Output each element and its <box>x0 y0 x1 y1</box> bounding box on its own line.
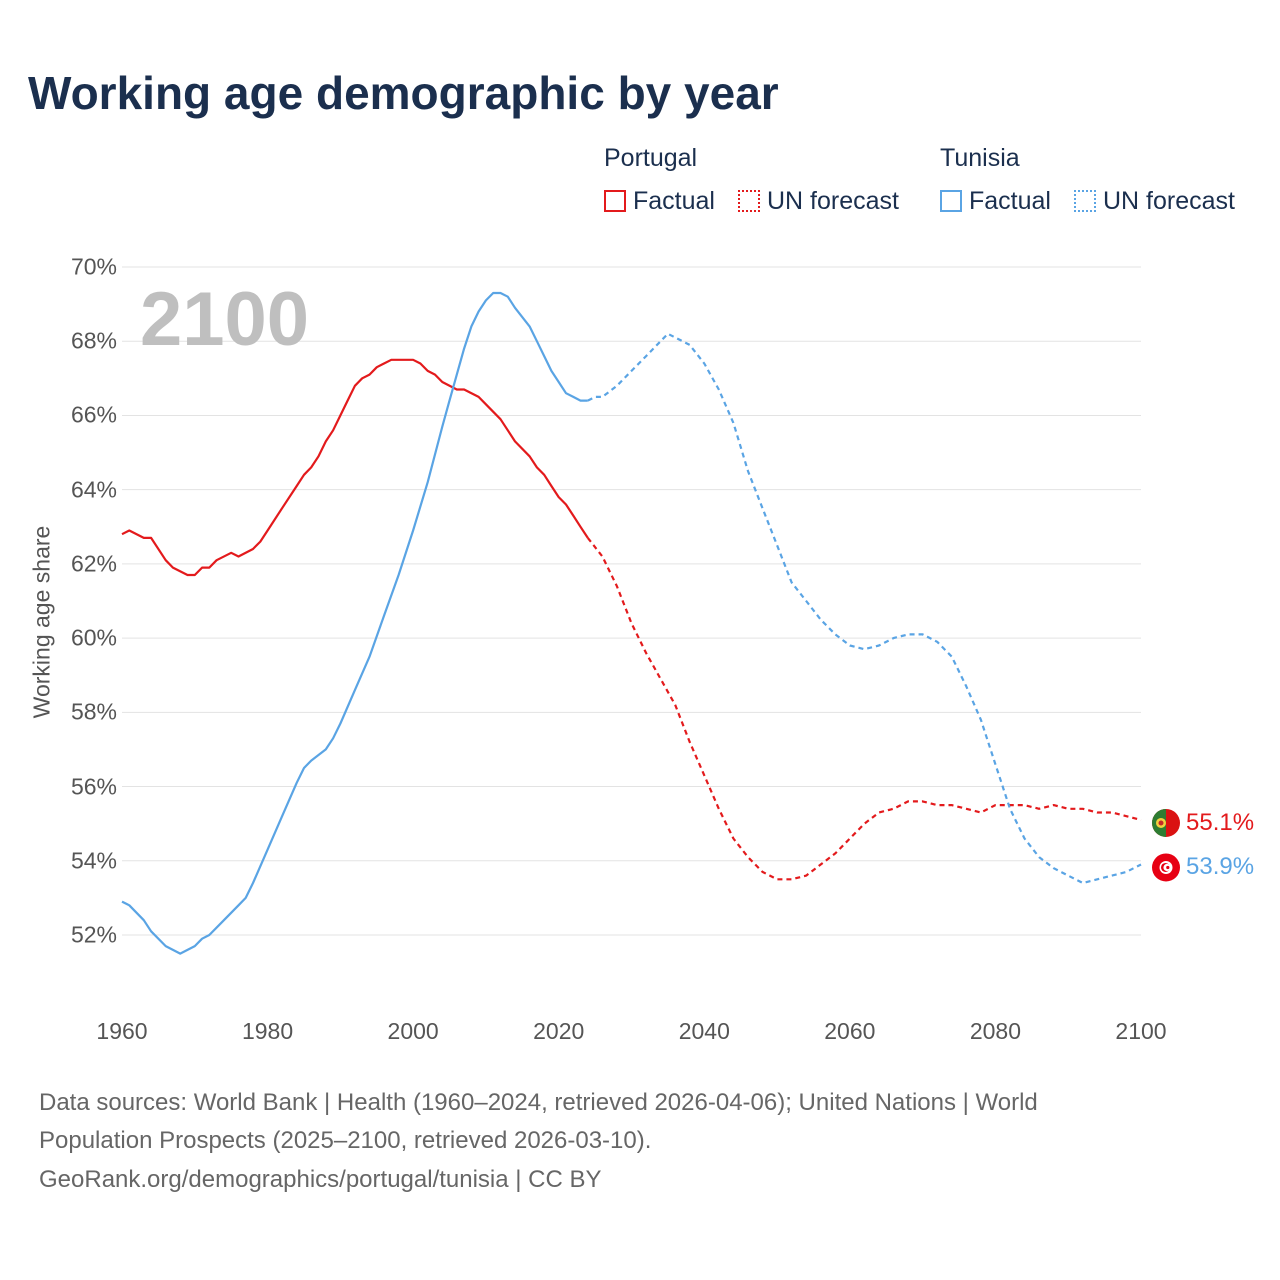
legend-swatch-solid-icon <box>604 190 626 212</box>
legend-tunisia-forecast[interactable]: UN forecast <box>1074 186 1235 216</box>
portugal-factual-line <box>121 358 589 577</box>
y-tick-label: 68% <box>70 327 117 354</box>
legend-label: Factual <box>633 186 715 215</box>
legend-tunisia-factual[interactable]: Factual <box>940 186 1051 216</box>
y-tick-label: 54% <box>70 847 117 874</box>
portugal-flag-icon <box>1152 808 1180 837</box>
x-tick-label: 1980 <box>241 1018 294 1044</box>
x-tick-label: 2080 <box>969 1018 1022 1044</box>
x-tick-label: 2000 <box>387 1018 439 1044</box>
x-tick-label: 2020 <box>533 1018 585 1044</box>
end-markers <box>1152 808 1180 882</box>
y-tick-label: 60% <box>70 624 117 651</box>
x-tick-label: 2040 <box>678 1018 730 1044</box>
legend-portugal-factual[interactable]: Factual <box>604 186 715 216</box>
tunisia-factual-line <box>121 291 588 955</box>
legend-group-tunisia: Tunisia <box>940 144 1020 172</box>
portugal-forecast-line <box>586 537 1142 881</box>
legend-swatch-solid-icon <box>940 190 962 212</box>
y-tick-label: 58% <box>70 698 117 725</box>
y-tick-label: 56% <box>70 773 117 800</box>
y-tick-label: 64% <box>70 476 117 503</box>
y-tick-label: 62% <box>70 550 117 577</box>
tunisia-forecast-line <box>587 332 1142 885</box>
legend-label: UN forecast <box>1103 186 1235 215</box>
legend-swatch-dotted-icon <box>738 190 760 212</box>
x-tick-label: 2060 <box>824 1018 876 1044</box>
legend-group-portugal: Portugal <box>604 144 698 172</box>
year-watermark: 2100 <box>140 277 310 362</box>
footer-sources-line2: Population Prospects (2025–2100, retriev… <box>39 1127 652 1154</box>
legend-swatch-dotted-icon <box>1074 190 1096 212</box>
gridlines <box>122 266 1141 936</box>
series-lines <box>121 291 1142 955</box>
chart-title: Working age demographic by year <box>28 67 779 119</box>
y-tick-label: 66% <box>70 401 117 428</box>
tunisia-flag-icon <box>1152 853 1180 882</box>
legend-label: Factual <box>969 186 1051 215</box>
legend-portugal-forecast[interactable]: UN forecast <box>738 186 899 216</box>
end-value-tunisia: 53.9% <box>1186 853 1255 881</box>
footer-link[interactable]: GeoRank.org/demographics/portugal/tunisi… <box>39 1166 602 1193</box>
legend-label: UN forecast <box>767 186 899 215</box>
y-tick-label: 70% <box>70 253 117 280</box>
footer-sources-line1: Data sources: World Bank | Health (1960–… <box>39 1089 1038 1116</box>
x-tick-label: 1960 <box>96 1018 148 1044</box>
y-tick-label: 52% <box>70 921 117 948</box>
end-value-portugal: 55.1% <box>1186 808 1255 836</box>
x-tick-label: 2100 <box>1115 1018 1167 1044</box>
